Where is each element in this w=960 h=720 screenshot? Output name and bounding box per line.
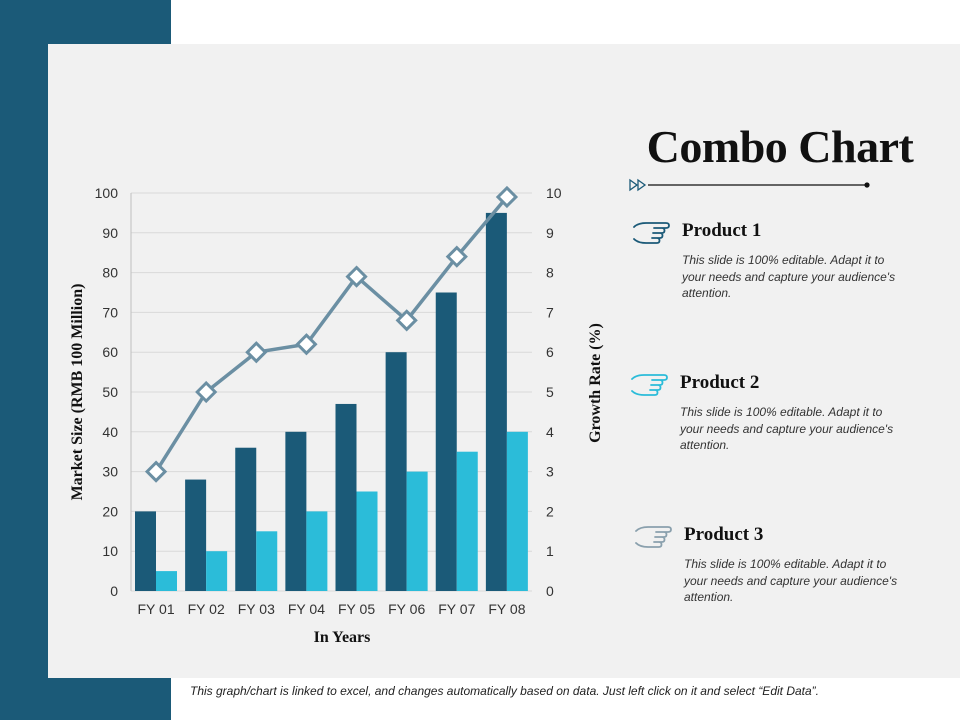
growth-line [144, 185, 519, 483]
x-tick-label: FY 06 [388, 601, 425, 617]
bar [356, 491, 378, 591]
tick-labels: 0 10 20 30 40 50 60 70 80 90 100 0 1 2 3 4 5 6 7 8 9 10 FY 01 F… [95, 185, 562, 617]
line-point [495, 185, 519, 209]
x-tick-label: FY 08 [488, 601, 525, 617]
x-tick-label: FY 03 [238, 601, 275, 617]
bar [235, 447, 257, 591]
bar [135, 511, 156, 591]
y-tick-label: 70 [102, 304, 118, 320]
title-underline [629, 178, 870, 192]
bar [185, 479, 207, 591]
y2-tick-label: 2 [546, 503, 554, 519]
bar [506, 431, 528, 591]
x-tick-label: FY 02 [188, 601, 225, 617]
product-1-description: This slide is 100% editable. Adapt it to… [682, 253, 896, 300]
line-point [245, 341, 268, 364]
bar [335, 403, 357, 591]
bar [385, 352, 407, 591]
bar [406, 471, 428, 591]
bar [456, 451, 478, 591]
y-tick-label: 10 [102, 543, 118, 559]
y-tick-label: 40 [102, 424, 118, 440]
y2-tick-label: 6 [546, 344, 554, 360]
bar [285, 431, 307, 591]
product-3-name: Product 3 [684, 524, 764, 545]
y-tick-label: 50 [102, 384, 118, 400]
line-point [144, 460, 168, 483]
footer-note: This graph/chart is linked to excel, and… [190, 684, 819, 698]
line-point [395, 309, 418, 332]
bar [485, 212, 507, 591]
pointing-hand-icon [631, 374, 668, 396]
product-3-description: This slide is 100% editable. Adapt it to… [684, 557, 898, 604]
y-axis-title: Market Size (RMB 100 Million) [69, 284, 86, 501]
page-title: Combo Chart [646, 121, 914, 172]
y2-tick-label: 4 [546, 424, 554, 440]
bar [306, 511, 328, 591]
y2-tick-label: 7 [546, 304, 554, 320]
y2-tick-label: 9 [546, 225, 554, 241]
y2-tick-label: 0 [546, 583, 554, 599]
x-tick-label: FY 04 [288, 601, 325, 617]
y-tick-label: 80 [102, 265, 118, 281]
bar [156, 571, 177, 591]
x-axis-title: In Years [314, 629, 371, 646]
line-point [345, 265, 368, 288]
growth-line-path [154, 195, 509, 473]
product-2-name: Product 2 [680, 372, 760, 393]
y2-tick-label: 1 [546, 543, 554, 559]
x-tick-label: FY 07 [438, 601, 475, 617]
pointing-hand-icon [633, 222, 670, 244]
bars [135, 212, 528, 591]
y-tick-label: 30 [102, 464, 118, 480]
bar [256, 531, 278, 591]
y2-tick-label: 10 [546, 185, 562, 201]
pointing-hand-icon [635, 526, 672, 548]
x-tick-label: FY 05 [338, 601, 375, 617]
line-point [195, 380, 218, 404]
line-point [295, 333, 318, 356]
product-1-name: Product 1 [682, 220, 762, 241]
y-tick-label: 20 [102, 503, 118, 519]
y-tick-label: 100 [95, 185, 119, 201]
line-point [445, 245, 468, 268]
y-tick-label: 0 [110, 583, 118, 599]
bar [435, 292, 457, 591]
y-tick-label: 60 [102, 344, 118, 360]
y2-axis-title: Growth Rate (%) [587, 323, 604, 443]
y2-tick-label: 8 [546, 265, 554, 281]
product-2-description: This slide is 100% editable. Adapt it to… [680, 405, 894, 452]
y-tick-label: 90 [102, 225, 118, 241]
bar [206, 551, 228, 591]
double-arrow-icon [629, 178, 647, 192]
x-tick-label: FY 01 [138, 601, 175, 617]
y2-tick-label: 3 [546, 464, 554, 480]
y2-tick-label: 5 [546, 384, 554, 400]
